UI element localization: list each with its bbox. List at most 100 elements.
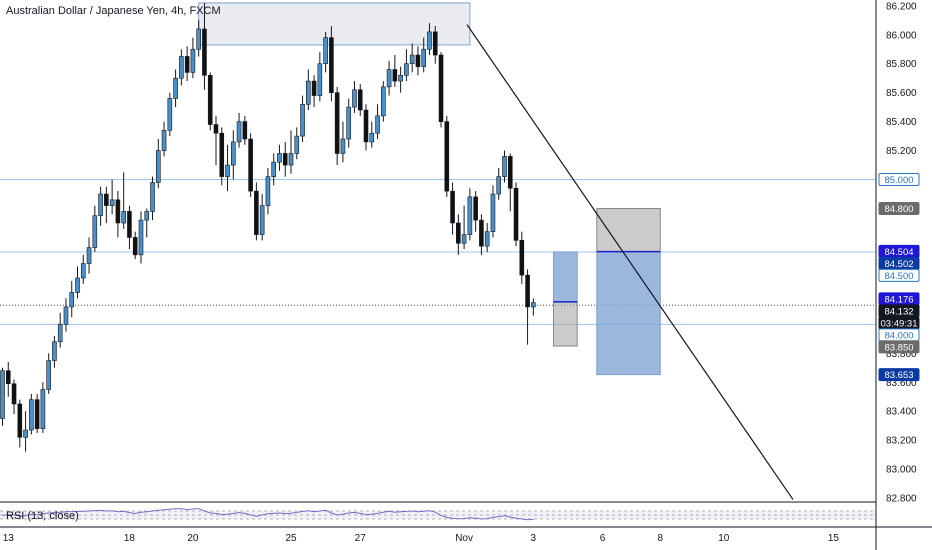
candle-body[interactable]: [363, 109, 369, 143]
candle-body[interactable]: [288, 153, 294, 166]
candle-body[interactable]: [11, 383, 17, 405]
candle-body[interactable]: [323, 37, 328, 65]
candle-body[interactable]: [225, 164, 230, 177]
candle-body[interactable]: [80, 263, 86, 279]
candle-body[interactable]: [161, 130, 167, 151]
candle-body[interactable]: [259, 205, 265, 235]
candle-body[interactable]: [179, 56, 184, 79]
candle-body[interactable]: [490, 193, 496, 232]
candle-body[interactable]: [346, 106, 352, 140]
candle-body[interactable]: [375, 115, 380, 134]
candle-body[interactable]: [104, 193, 109, 206]
candle-body[interactable]: [236, 121, 242, 143]
candle-body[interactable]: [496, 176, 502, 195]
candle-body[interactable]: [231, 141, 236, 166]
candle-body[interactable]: [190, 48, 196, 73]
candle-body[interactable]: [467, 196, 473, 235]
candle-body[interactable]: [5, 370, 11, 385]
candle-body[interactable]: [306, 80, 311, 105]
candle-body[interactable]: [144, 211, 150, 221]
candle-body[interactable]: [248, 138, 253, 192]
candle-body[interactable]: [519, 240, 525, 276]
candle-body[interactable]: [213, 124, 219, 134]
position-stop-zone[interactable]: [596, 208, 661, 253]
candle-body[interactable]: [23, 429, 28, 438]
candle-body[interactable]: [311, 80, 317, 96]
candle-body[interactable]: [421, 48, 427, 67]
candle-body[interactable]: [86, 247, 92, 264]
candle-body[interactable]: [381, 86, 386, 117]
position-target-zone[interactable]: [553, 251, 578, 303]
rsi-indicator-label[interactable]: RSI (13, close): [6, 510, 79, 522]
candle-body[interactable]: [17, 403, 23, 438]
candle-body[interactable]: [404, 63, 409, 76]
candle-body[interactable]: [329, 37, 334, 93]
candle-body[interactable]: [277, 153, 282, 163]
candle-body[interactable]: [282, 153, 288, 166]
candle-body[interactable]: [456, 222, 461, 244]
price-label-tag[interactable]: [878, 340, 920, 354]
candle-body[interactable]: [196, 28, 201, 50]
candle-body[interactable]: [98, 193, 103, 217]
position-stop-zone[interactable]: [553, 301, 578, 347]
candle-body[interactable]: [334, 92, 340, 154]
candle-body[interactable]: [357, 89, 363, 111]
candle-body[interactable]: [450, 190, 455, 224]
candle-body[interactable]: [531, 302, 536, 308]
candle-body[interactable]: [69, 292, 75, 308]
candle-body[interactable]: [40, 389, 46, 429]
candle-body[interactable]: [46, 360, 51, 390]
candle-body[interactable]: [432, 31, 438, 56]
position-target-zone[interactable]: [596, 251, 661, 376]
candle-body[interactable]: [415, 54, 421, 67]
candle-body[interactable]: [202, 28, 207, 76]
candle-body[interactable]: [155, 150, 161, 183]
candle-body[interactable]: [150, 182, 155, 212]
candle-body[interactable]: [29, 399, 34, 431]
candle-body[interactable]: [507, 156, 513, 189]
candle-body[interactable]: [479, 219, 484, 247]
candle-body[interactable]: [317, 63, 323, 96]
candle-body[interactable]: [427, 31, 432, 50]
candle-body[interactable]: [173, 77, 178, 99]
candle-body[interactable]: [444, 121, 450, 192]
candle-body[interactable]: [109, 199, 115, 206]
candle-body[interactable]: [525, 274, 530, 308]
candle-body[interactable]: [398, 74, 403, 82]
price-label-tag[interactable]: [878, 202, 920, 216]
candle-body[interactable]: [57, 324, 63, 343]
candle-body[interactable]: [242, 121, 248, 140]
price-label-tag[interactable]: [878, 173, 920, 187]
candle-body[interactable]: [340, 138, 346, 154]
candle-body[interactable]: [167, 98, 173, 131]
candle-body[interactable]: [271, 161, 276, 177]
candle-body[interactable]: [52, 341, 57, 361]
candle-body[interactable]: [300, 103, 305, 137]
candle-body[interactable]: [409, 54, 415, 65]
candle-body[interactable]: [438, 54, 444, 122]
candle-body[interactable]: [207, 74, 213, 125]
candle-body[interactable]: [127, 211, 132, 238]
candle-body[interactable]: [352, 89, 357, 108]
candle-body[interactable]: [0, 370, 5, 419]
candle-body[interactable]: [75, 277, 80, 293]
candle-body[interactable]: [484, 231, 490, 247]
candle-body[interactable]: [386, 69, 392, 88]
candle-body[interactable]: [132, 237, 138, 256]
candle-body[interactable]: [369, 132, 375, 143]
candle-body[interactable]: [63, 306, 69, 325]
candle-body[interactable]: [461, 234, 467, 244]
candle-body[interactable]: [502, 156, 507, 177]
candle-body[interactable]: [115, 199, 121, 224]
candle-body[interactable]: [513, 187, 519, 241]
candle-body[interactable]: [34, 399, 40, 429]
candle-body[interactable]: [265, 176, 271, 206]
candle-body[interactable]: [219, 132, 225, 177]
candle-body[interactable]: [473, 196, 478, 221]
price-label-tag[interactable]: [878, 368, 920, 382]
rsi-line[interactable]: [2, 508, 534, 521]
candle-body[interactable]: [92, 215, 98, 248]
candle-body[interactable]: [184, 56, 190, 73]
